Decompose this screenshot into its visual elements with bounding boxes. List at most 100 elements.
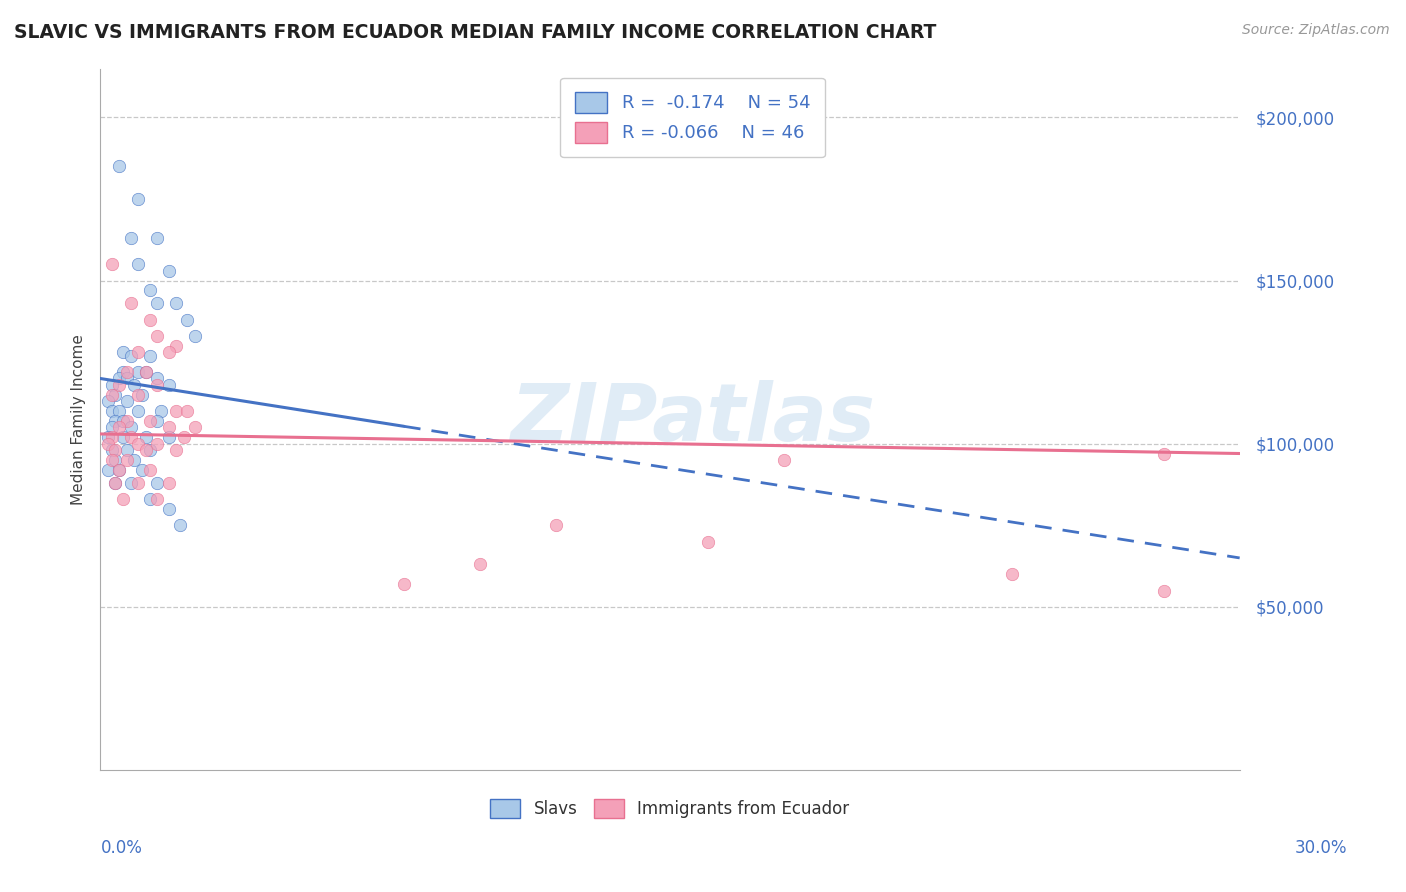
Point	[138, 443, 160, 458]
Point	[184, 329, 207, 343]
Point	[108, 378, 131, 392]
Point	[124, 453, 146, 467]
Point	[165, 443, 187, 458]
Point	[165, 339, 187, 353]
Point	[120, 349, 142, 363]
Point	[100, 404, 122, 418]
Point	[157, 345, 180, 359]
Point	[149, 404, 172, 418]
Point	[108, 463, 131, 477]
Point	[120, 420, 142, 434]
Point	[157, 378, 180, 392]
Point	[104, 388, 127, 402]
Point	[165, 296, 187, 310]
Point	[108, 404, 131, 418]
Text: 0.0%: 0.0%	[101, 838, 143, 856]
Point	[120, 475, 142, 490]
Point	[184, 420, 207, 434]
Point	[135, 365, 157, 379]
Text: 30.0%: 30.0%	[1295, 838, 1347, 856]
Point	[127, 365, 149, 379]
Point	[169, 518, 191, 533]
Point	[100, 257, 122, 271]
Point	[146, 329, 169, 343]
Point	[111, 492, 134, 507]
Point	[100, 443, 122, 458]
Point	[146, 231, 169, 245]
Point	[108, 160, 131, 174]
Point	[104, 475, 127, 490]
Point	[97, 394, 120, 409]
Point	[468, 558, 491, 572]
Point	[157, 430, 180, 444]
Point	[1153, 583, 1175, 598]
Point	[127, 436, 149, 450]
Point	[120, 296, 142, 310]
Point	[127, 475, 149, 490]
Text: SLAVIC VS IMMIGRANTS FROM ECUADOR MEDIAN FAMILY INCOME CORRELATION CHART: SLAVIC VS IMMIGRANTS FROM ECUADOR MEDIAN…	[14, 23, 936, 42]
Point	[138, 312, 160, 326]
Point	[100, 388, 122, 402]
Point	[146, 414, 169, 428]
Point	[97, 436, 120, 450]
Point	[146, 436, 169, 450]
Point	[115, 365, 138, 379]
Point	[127, 257, 149, 271]
Point	[135, 430, 157, 444]
Point	[111, 345, 134, 359]
Point	[104, 453, 127, 467]
Point	[157, 264, 180, 278]
Point	[146, 475, 169, 490]
Point	[696, 534, 718, 549]
Point	[146, 378, 169, 392]
Point	[104, 414, 127, 428]
Point	[173, 430, 195, 444]
Point	[138, 284, 160, 298]
Point	[544, 518, 567, 533]
Point	[104, 475, 127, 490]
Point	[108, 371, 131, 385]
Point	[1001, 567, 1024, 582]
Text: ZIPatlas: ZIPatlas	[510, 380, 875, 458]
Point	[131, 388, 153, 402]
Point	[108, 420, 131, 434]
Point	[157, 420, 180, 434]
Text: Source: ZipAtlas.com: Source: ZipAtlas.com	[1241, 23, 1389, 37]
Point	[135, 443, 157, 458]
Point	[138, 349, 160, 363]
Point	[127, 388, 149, 402]
Point	[100, 420, 122, 434]
Point	[138, 463, 160, 477]
Point	[104, 443, 127, 458]
Point	[124, 378, 146, 392]
Point	[115, 394, 138, 409]
Point	[138, 492, 160, 507]
Point	[135, 365, 157, 379]
Point	[108, 463, 131, 477]
Point	[111, 430, 134, 444]
Point	[127, 345, 149, 359]
Point	[115, 443, 138, 458]
Legend: Slavs, Immigrants from Ecuador: Slavs, Immigrants from Ecuador	[484, 792, 856, 825]
Point	[131, 463, 153, 477]
Point	[100, 378, 122, 392]
Point	[111, 414, 134, 428]
Point	[127, 404, 149, 418]
Point	[100, 453, 122, 467]
Point	[100, 430, 122, 444]
Point	[176, 312, 198, 326]
Point	[146, 492, 169, 507]
Point	[127, 192, 149, 206]
Point	[157, 502, 180, 516]
Point	[115, 453, 138, 467]
Point	[146, 371, 169, 385]
Point	[120, 231, 142, 245]
Point	[115, 414, 138, 428]
Point	[97, 463, 120, 477]
Point	[1153, 446, 1175, 460]
Point	[120, 430, 142, 444]
Point	[165, 404, 187, 418]
Point	[138, 414, 160, 428]
Point	[111, 365, 134, 379]
Point	[773, 453, 796, 467]
